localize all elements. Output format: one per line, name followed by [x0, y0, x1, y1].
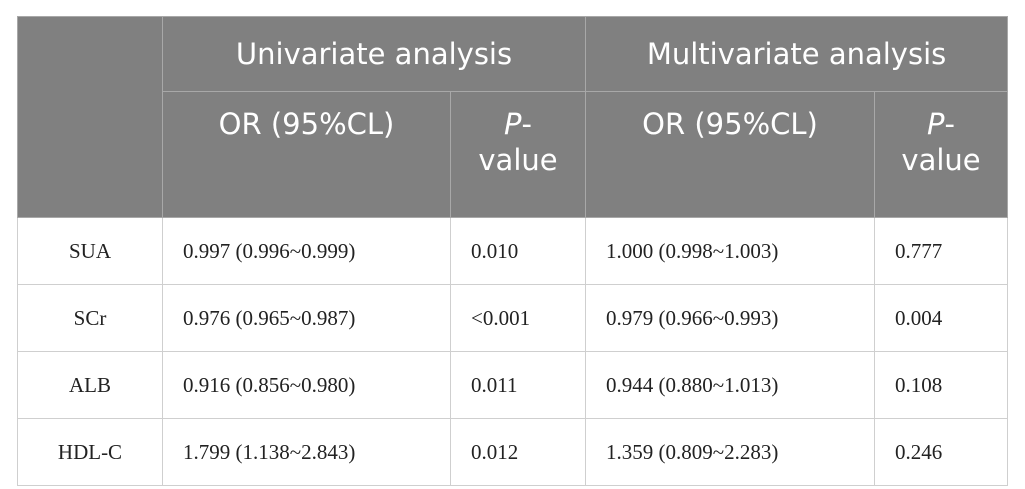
multivariate-p-cell: 0.246 [874, 418, 1009, 486]
multivariate-or-cell: 1.000 (0.998~1.003) [585, 217, 876, 285]
univariate-p-cell: 0.010 [449, 217, 587, 285]
univariate-or-cell: 0.976 (0.965~0.987) [162, 284, 451, 352]
header-row-groups: Univariate analysis Multivariate analysi… [17, 16, 1009, 218]
p-letter: P [927, 107, 945, 141]
multivariate-or-cell: 0.979 (0.966~0.993) [585, 284, 876, 352]
p-value-word: value [478, 143, 558, 177]
p-dash: - [944, 107, 955, 141]
header-univariate-p: P- value [449, 91, 587, 218]
regression-table: Univariate analysis Multivariate analysi… [17, 16, 1009, 486]
univariate-or-cell: 0.997 (0.996~0.999) [162, 217, 451, 285]
header-multivariate: Multivariate analysis [585, 16, 1009, 92]
variable-cell: ALB [17, 351, 163, 419]
regression-table-container: Univariate analysis Multivariate analysi… [17, 16, 1009, 486]
multivariate-p-cell: 0.004 [874, 284, 1009, 352]
table-row: SCr 0.976 (0.965~0.987) <0.001 0.979 (0.… [17, 284, 1009, 352]
header-multivariate-p: P- value [874, 91, 1009, 218]
univariate-or-cell: 0.916 (0.856~0.980) [162, 351, 451, 419]
table-row: ALB 0.916 (0.856~0.980) 0.011 0.944 (0.8… [17, 351, 1009, 419]
multivariate-p-cell: 0.108 [874, 351, 1009, 419]
p-letter: P [504, 107, 522, 141]
table-row: SUA 0.997 (0.996~0.999) 0.010 1.000 (0.9… [17, 217, 1009, 285]
table-row: HDL-C 1.799 (1.138~2.843) 0.012 1.359 (0… [17, 418, 1009, 486]
variable-cell: SUA [17, 217, 163, 285]
header-row-columns: OR (95%CL) P- value OR (95%CL) P- value [18, 91, 1009, 218]
multivariate-or-cell: 0.944 (0.880~1.013) [585, 351, 876, 419]
header-multivariate-or: OR (95%CL) [585, 91, 876, 218]
p-value-word: value [901, 143, 981, 177]
header-univariate: Univariate analysis [161, 16, 587, 92]
multivariate-p-cell: 0.777 [874, 217, 1009, 285]
variable-cell: HDL-C [17, 418, 163, 486]
univariate-p-cell: 0.011 [449, 351, 587, 419]
univariate-or-cell: 1.799 (1.138~2.843) [162, 418, 451, 486]
multivariate-or-cell: 1.359 (0.809~2.283) [585, 418, 876, 486]
p-dash: - [521, 107, 532, 141]
header-blank-cell [17, 16, 163, 218]
univariate-p-cell: 0.012 [449, 418, 587, 486]
header-univariate-or: OR (95%CL) [162, 91, 451, 218]
univariate-p-cell: <0.001 [449, 284, 587, 352]
variable-cell: SCr [17, 284, 163, 352]
